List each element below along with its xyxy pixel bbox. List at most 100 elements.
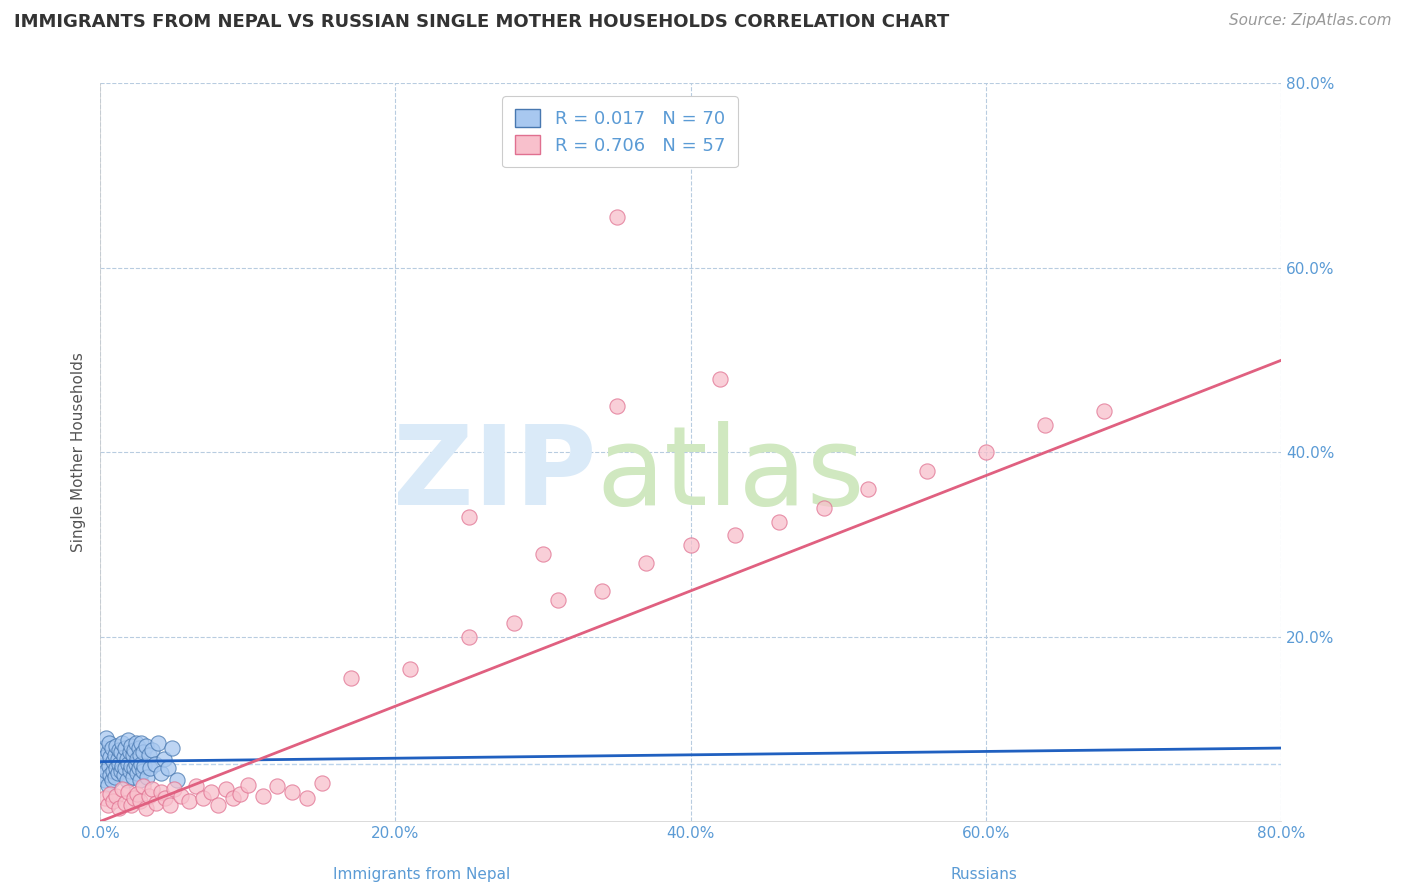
Point [132, 745, 155, 759]
Point [157, 761, 180, 775]
Legend: R = 0.017   N = 70, R = 0.706   N = 57: R = 0.017 N = 70, R = 0.706 N = 57 [502, 96, 738, 168]
Point [107, 766, 129, 780]
Point [143, 757, 166, 772]
Point [120, 739, 142, 753]
Point [606, 400, 628, 414]
Point [103, 794, 125, 808]
Point [115, 752, 138, 766]
Point [606, 211, 628, 225]
Point [122, 742, 145, 756]
Point [531, 547, 554, 561]
Point [141, 782, 163, 797]
Point [129, 772, 152, 787]
Point [124, 736, 146, 750]
Point [266, 780, 288, 794]
Point [105, 789, 128, 803]
Point [115, 772, 138, 787]
Text: Source: ZipAtlas.com: Source: ZipAtlas.com [1229, 13, 1392, 29]
Point [111, 736, 134, 750]
Point [120, 797, 142, 812]
Point [502, 616, 524, 631]
Point [110, 745, 132, 759]
Point [132, 764, 155, 778]
Point [170, 789, 193, 803]
Point [111, 782, 134, 797]
Point [112, 768, 135, 782]
Point [101, 740, 124, 755]
Point [108, 757, 131, 772]
Point [162, 740, 184, 755]
Point [104, 770, 127, 784]
Point [709, 371, 731, 385]
Point [114, 796, 136, 810]
Point [207, 797, 229, 812]
Point [117, 757, 139, 772]
Point [121, 747, 143, 762]
Point [105, 739, 128, 753]
Point [104, 747, 127, 762]
Point [124, 757, 146, 772]
Point [152, 752, 174, 766]
Point [107, 752, 129, 766]
Point [131, 757, 153, 772]
Point [163, 782, 186, 797]
Point [591, 583, 613, 598]
Point [236, 778, 259, 792]
Point [131, 736, 153, 750]
Point [117, 785, 139, 799]
Point [93, 772, 115, 787]
Point [93, 750, 115, 764]
Point [1092, 404, 1115, 418]
Point [96, 778, 118, 792]
Point [103, 764, 125, 778]
Point [340, 672, 363, 686]
Point [103, 755, 125, 769]
Point [129, 794, 152, 808]
Point [100, 750, 122, 764]
Point [125, 752, 148, 766]
Point [295, 791, 318, 805]
Point [458, 510, 481, 524]
Point [281, 785, 304, 799]
Point [135, 739, 157, 753]
Point [94, 731, 117, 746]
Point [200, 785, 222, 799]
Point [117, 733, 139, 747]
Point [149, 785, 172, 799]
Point [134, 759, 156, 773]
Point [101, 772, 124, 787]
Point [118, 764, 141, 778]
Text: Immigrants from Nepal: Immigrants from Nepal [333, 867, 510, 881]
Point [108, 742, 131, 756]
Point [122, 791, 145, 805]
Point [114, 740, 136, 755]
Text: Russians: Russians [950, 867, 1018, 881]
Point [252, 789, 274, 803]
Point [105, 761, 128, 775]
Point [125, 766, 148, 780]
Point [136, 770, 159, 784]
Point [121, 770, 143, 784]
Point [128, 761, 150, 775]
Point [125, 787, 148, 801]
Point [166, 772, 188, 787]
Point [108, 800, 131, 814]
Point [94, 764, 117, 778]
Point [135, 800, 157, 814]
Point [222, 791, 245, 805]
Point [214, 782, 236, 797]
Point [159, 797, 181, 812]
Point [768, 515, 790, 529]
Point [141, 742, 163, 756]
Point [90, 759, 112, 773]
Point [311, 775, 333, 789]
Point [118, 745, 141, 759]
Point [813, 500, 835, 515]
Point [93, 791, 115, 805]
Point [193, 791, 215, 805]
Point [132, 780, 155, 794]
Point [96, 745, 118, 759]
Point [856, 483, 879, 497]
Point [128, 740, 150, 755]
Point [399, 662, 422, 676]
